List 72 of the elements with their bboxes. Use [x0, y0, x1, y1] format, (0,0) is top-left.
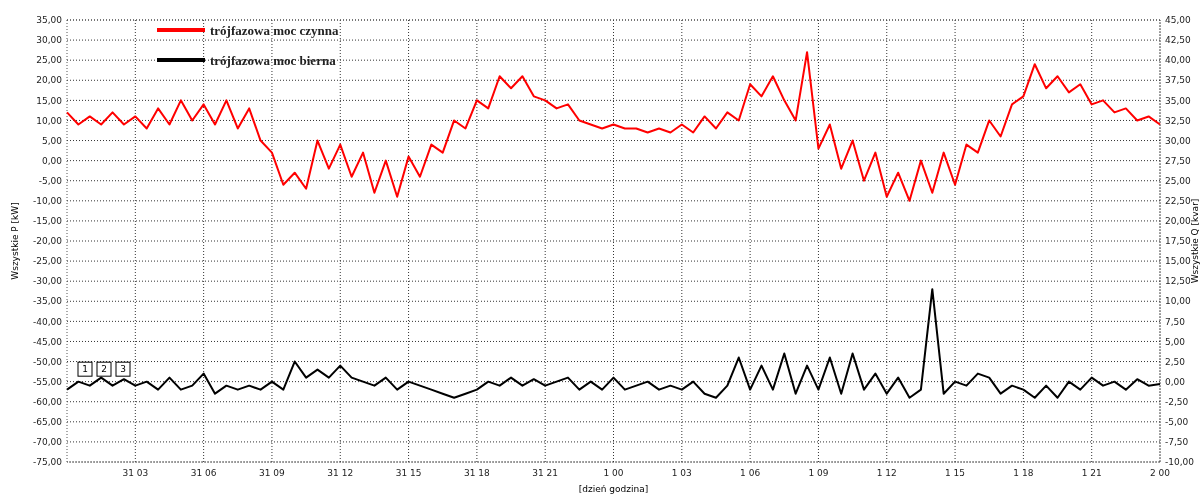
x-tick-label: 31 03: [122, 468, 149, 478]
y2-tick-label: 32,50: [1165, 115, 1192, 126]
y2-tick-label: 30,00: [1165, 135, 1192, 146]
y2-tick-label: 20,00: [1165, 216, 1192, 227]
y-tick-label: -20,00: [32, 236, 63, 247]
y-tick-label: 10,00: [36, 115, 63, 126]
line-series: [66, 51, 1161, 202]
y2-tick-label: 5,00: [1165, 336, 1186, 347]
y-tick-label: 5,00: [41, 135, 63, 146]
y-tick-label: 20,00: [36, 75, 63, 86]
y-tick-label: -70,00: [32, 437, 63, 448]
x-tick-label: 1 21: [1081, 468, 1102, 478]
x-tick-label: 1 00: [603, 468, 624, 478]
y-tick-label: -35,00: [32, 296, 63, 307]
y2-tick-label: -2,50: [1165, 396, 1189, 407]
x-tick-label: 31 06: [190, 468, 217, 478]
y-tick-label: -45,00: [32, 336, 63, 347]
y2-tick-label: -5,00: [1165, 416, 1189, 427]
x-tick-label: 31 21: [532, 468, 559, 478]
y2-tick-label: -10,00: [1165, 457, 1195, 468]
y2-tick-label: 2,50: [1165, 356, 1186, 367]
annotation: 1: [82, 364, 88, 375]
y2-tick-label: 0,00: [1165, 376, 1186, 387]
y2-tick-label: 42,50: [1165, 35, 1192, 46]
x-tick-label: 31 09: [259, 468, 286, 478]
y2-tick-label: 45,00: [1165, 15, 1192, 26]
y-tick-label: -55,00: [32, 376, 63, 387]
y-tick-label: 15,00: [36, 95, 63, 106]
x-tick-label: 31 12: [327, 468, 354, 478]
y2-tick-label: 10,00: [1165, 296, 1192, 307]
y-tick-label: -50,00: [32, 356, 63, 367]
y2-tick-label: 27,50: [1165, 155, 1192, 166]
annotation: 2: [101, 364, 107, 375]
y-tick-label: -40,00: [32, 316, 63, 327]
y2-tick-label: 7,50: [1165, 316, 1186, 327]
line-series: [66, 288, 1161, 399]
legend-label: trójfazowa moc bierna: [210, 52, 337, 68]
y-tick-label: 25,00: [36, 55, 63, 66]
y2-tick-label: 17,50: [1165, 236, 1192, 247]
y2-tick-label: -7,50: [1165, 437, 1189, 448]
y2-tick-label: 25,00: [1165, 175, 1192, 186]
y2-tick-label: 12,50: [1165, 276, 1192, 287]
x-tick-label: 1 15: [945, 468, 966, 478]
x-tick-label: 1 18: [1013, 468, 1034, 478]
y-tick-label: 30,00: [36, 35, 63, 46]
x-tick-label: 1 06: [740, 468, 761, 478]
y2-tick-label: 22,50: [1165, 195, 1192, 206]
y2-tick-label: 40,00: [1165, 55, 1192, 66]
x-tick-label: 1 09: [808, 468, 829, 478]
y-tick-label: -30,00: [32, 276, 63, 287]
y-tick-label: -60,00: [32, 396, 63, 407]
x-tick-label: 31 18: [463, 468, 491, 478]
y-tick-label: 35,00: [36, 15, 63, 26]
y-tick-label: 0,00: [41, 155, 63, 166]
y-axis-title: Wszystkie P [kW]: [10, 202, 20, 280]
x-tick-label: 2 00: [1149, 468, 1171, 478]
x-tick-label: 1 12: [876, 468, 897, 478]
y2-axis-title: Wszystkie Q [kvar]: [1190, 198, 1200, 284]
x-tick-label: 1 03: [671, 468, 692, 478]
y-tick-label: -25,00: [32, 256, 63, 267]
x-tick-label: 31 15: [395, 468, 422, 478]
x-axis-title: [dzień godzina]: [578, 484, 649, 494]
annotation: 3: [120, 364, 126, 375]
y-tick-label: -10,00: [32, 195, 63, 206]
y-tick-label: -15,00: [32, 216, 63, 227]
y-tick-label: -65,00: [32, 416, 63, 427]
legend-label: trójfazowa moc czynna: [210, 22, 340, 38]
y-tick-label: -75,00: [32, 457, 63, 468]
y2-tick-label: 37,50: [1165, 75, 1192, 86]
y2-tick-label: 15,00: [1165, 256, 1192, 267]
y2-tick-label: 35,00: [1165, 95, 1192, 106]
y-tick-label: -5,00: [38, 175, 63, 186]
